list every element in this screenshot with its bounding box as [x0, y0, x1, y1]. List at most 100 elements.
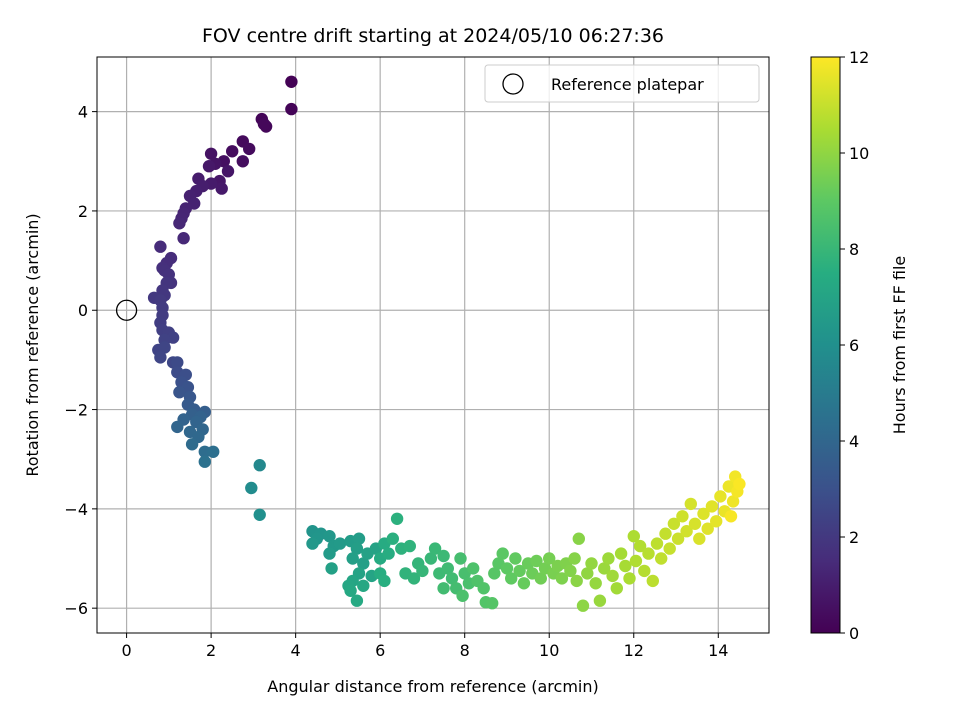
data-point	[585, 557, 598, 570]
legend: Reference platepar	[484, 64, 760, 103]
data-point	[236, 155, 249, 168]
data-point	[407, 572, 421, 585]
y-tick-label: 2	[78, 202, 88, 221]
data-point	[500, 562, 514, 575]
data-point	[602, 552, 615, 565]
data-point	[505, 572, 518, 585]
data-point	[676, 510, 689, 523]
data-point	[655, 552, 668, 565]
data-point	[534, 572, 547, 585]
data-point	[207, 445, 220, 458]
data-point	[646, 574, 659, 588]
data-point	[253, 508, 266, 521]
data-point	[215, 182, 228, 195]
data-point	[424, 552, 438, 565]
data-point	[357, 557, 370, 570]
data-point	[517, 577, 531, 590]
data-point	[724, 510, 738, 523]
data-point	[710, 515, 723, 528]
data-point	[202, 160, 216, 173]
colorbar-ticks: 0 2 4 6 8 10 12	[840, 48, 869, 643]
data-point	[185, 438, 199, 451]
y-tick-label: −4	[64, 500, 88, 519]
data-point	[386, 532, 399, 545]
data-point	[357, 579, 370, 592]
data-point	[454, 552, 467, 565]
data-point	[177, 232, 190, 245]
data-point	[663, 542, 676, 555]
data-point	[428, 542, 442, 555]
data-point	[390, 512, 404, 525]
data-point	[306, 537, 319, 550]
data-point	[543, 552, 556, 565]
data-point	[688, 517, 702, 530]
y-axis-ticks: −6 −4 −2 0 2 4	[64, 103, 97, 618]
legend-entry-reference: Reference platepar	[551, 75, 704, 94]
data-point	[693, 532, 706, 545]
colorbar-tick-label: 10	[849, 144, 869, 163]
data-point	[509, 552, 522, 565]
x-tick-label: 10	[539, 641, 559, 660]
data-point	[555, 572, 569, 585]
reference-marker	[115, 299, 138, 321]
data-point	[614, 547, 628, 560]
data-point	[226, 145, 239, 158]
data-point	[221, 165, 235, 178]
data-point	[593, 594, 607, 607]
data-point	[171, 356, 184, 369]
data-point	[598, 562, 611, 575]
data-point	[204, 147, 218, 160]
data-point	[619, 559, 632, 573]
data-point	[650, 537, 664, 550]
data-points	[147, 75, 746, 612]
data-point	[705, 500, 719, 513]
data-point	[350, 594, 364, 607]
colorbar-tick-label: 0	[849, 624, 859, 643]
data-point	[671, 532, 685, 545]
y-tick-label: −2	[64, 401, 88, 420]
data-point	[437, 582, 450, 595]
data-point	[667, 517, 681, 530]
data-point	[445, 572, 459, 585]
colorbar-tick-label: 6	[849, 336, 859, 355]
y-tick-label: 0	[78, 301, 88, 320]
plot-frame	[96, 56, 770, 634]
data-point	[627, 530, 640, 543]
data-point	[570, 574, 583, 588]
data-point	[350, 542, 364, 555]
data-point	[285, 75, 298, 89]
y-axis-label: Rotation from reference (arcmin)	[23, 213, 42, 476]
data-point	[642, 547, 655, 560]
data-point	[488, 567, 501, 580]
data-point	[697, 507, 710, 520]
x-tick-label: 2	[206, 641, 216, 660]
data-point	[325, 562, 338, 575]
legend-box	[484, 64, 760, 103]
x-tick-label: 14	[708, 641, 728, 660]
data-point	[581, 567, 594, 580]
colorbar-tick-label: 12	[849, 48, 869, 67]
data-point	[477, 582, 490, 595]
reference-platepar-point	[115, 299, 138, 321]
data-point	[629, 554, 643, 568]
chart-title: FOV centre drift starting at 2024/05/10 …	[202, 25, 664, 47]
data-point	[378, 574, 391, 588]
colorbar-tick-label: 4	[849, 432, 859, 451]
y-tick-label: 4	[78, 103, 88, 122]
data-point	[684, 497, 697, 511]
colorbar-tick-label: 8	[849, 240, 859, 259]
x-tick-label: 6	[375, 641, 385, 660]
data-point	[572, 532, 585, 545]
colorbar: 0 2 4 6 8 10 12 Hours from first FF file	[810, 48, 909, 643]
y-tick-label: −6	[64, 599, 88, 618]
data-point	[467, 562, 480, 575]
data-point	[496, 547, 509, 560]
data-point	[701, 522, 714, 535]
data-point	[253, 459, 266, 472]
data-point	[158, 341, 171, 354]
colorbar-gradient	[810, 56, 841, 634]
data-point	[589, 577, 602, 590]
data-point	[243, 142, 256, 156]
x-tick-label: 12	[624, 641, 644, 660]
